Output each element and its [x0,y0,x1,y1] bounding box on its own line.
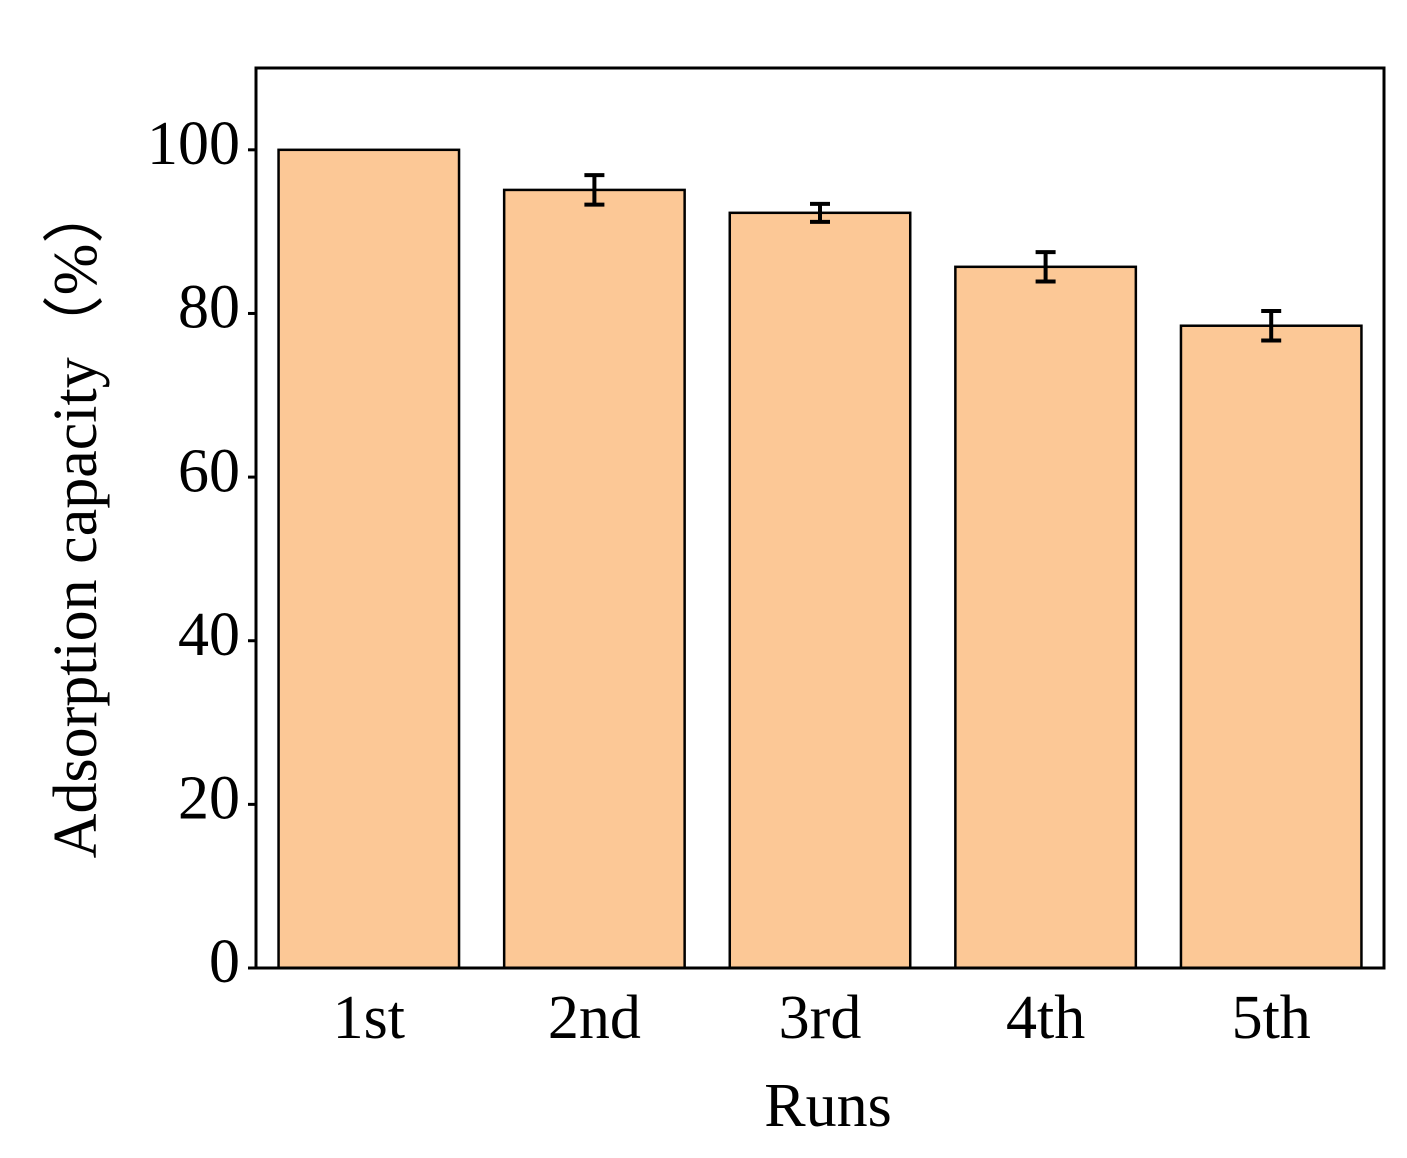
y-tick-label: 20 [178,765,240,833]
x-tick-label: 2nd [548,984,641,1052]
error-bar [1261,309,1282,343]
plot-frame [254,66,1386,970]
bar [277,148,461,970]
error-bar [1035,250,1056,284]
error-bar [584,173,605,207]
bar [728,211,912,970]
bar [1179,324,1363,970]
y-tick-label: 100 [147,110,240,178]
bar [502,188,686,970]
y-tick-label: 80 [178,274,240,342]
x-axis-label: Runs [764,1072,891,1140]
error-bar [810,201,830,224]
y-tick-label: 40 [178,601,240,669]
x-tick-label: 1st [333,984,405,1052]
y-axis-label: Adsorption capacity（%） [42,182,110,859]
y-tick-label: 60 [178,437,240,505]
bar [954,265,1138,970]
x-tick-label: 5th [1232,984,1311,1052]
y-tick-label: 0 [209,928,240,996]
x-tick-label: 3rd [779,984,862,1052]
x-tick-label: 4th [1006,984,1085,1052]
